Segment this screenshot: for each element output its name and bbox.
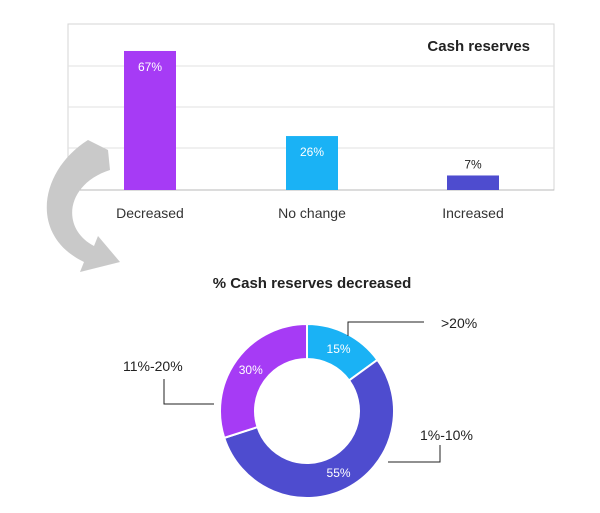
slice-category-label-11-20: 11%-20% [123,358,183,374]
bar-no-change [286,136,338,190]
slice-category-label-gt20: >20% [441,315,477,331]
bar-category-label: Decreased [116,205,184,221]
bar-value-label: 7% [464,157,482,171]
leader-line-1-10 [388,445,441,463]
donut-slice [219,322,308,440]
leader-line-11-20 [163,379,214,405]
bar-increased [447,175,499,190]
donut-slice-value-label: 30% [239,363,263,377]
bar-value-label: 26% [300,145,324,159]
leader-line-gt20 [347,321,424,336]
donut-series: 15% 55% 30% [219,322,395,499]
curved-arrow-icon [46,140,120,272]
bar-category-label: Increased [442,205,503,221]
bar-decreased [124,50,176,190]
donut-chart-title: % Cash reserves decreased [213,275,411,292]
bar-series: 67% Decreased 26% No change 7% Increased [116,50,504,221]
bar-value-label: 67% [138,60,162,74]
bar-category-label: No change [278,205,346,221]
donut-slice-value-label: 55% [327,466,351,480]
slice-category-label-1-10: 1%-10% [420,427,473,443]
donut-slice [222,358,395,499]
bar-chart-title: Cash reserves [427,38,530,55]
donut-slice-value-label: 15% [327,342,351,356]
